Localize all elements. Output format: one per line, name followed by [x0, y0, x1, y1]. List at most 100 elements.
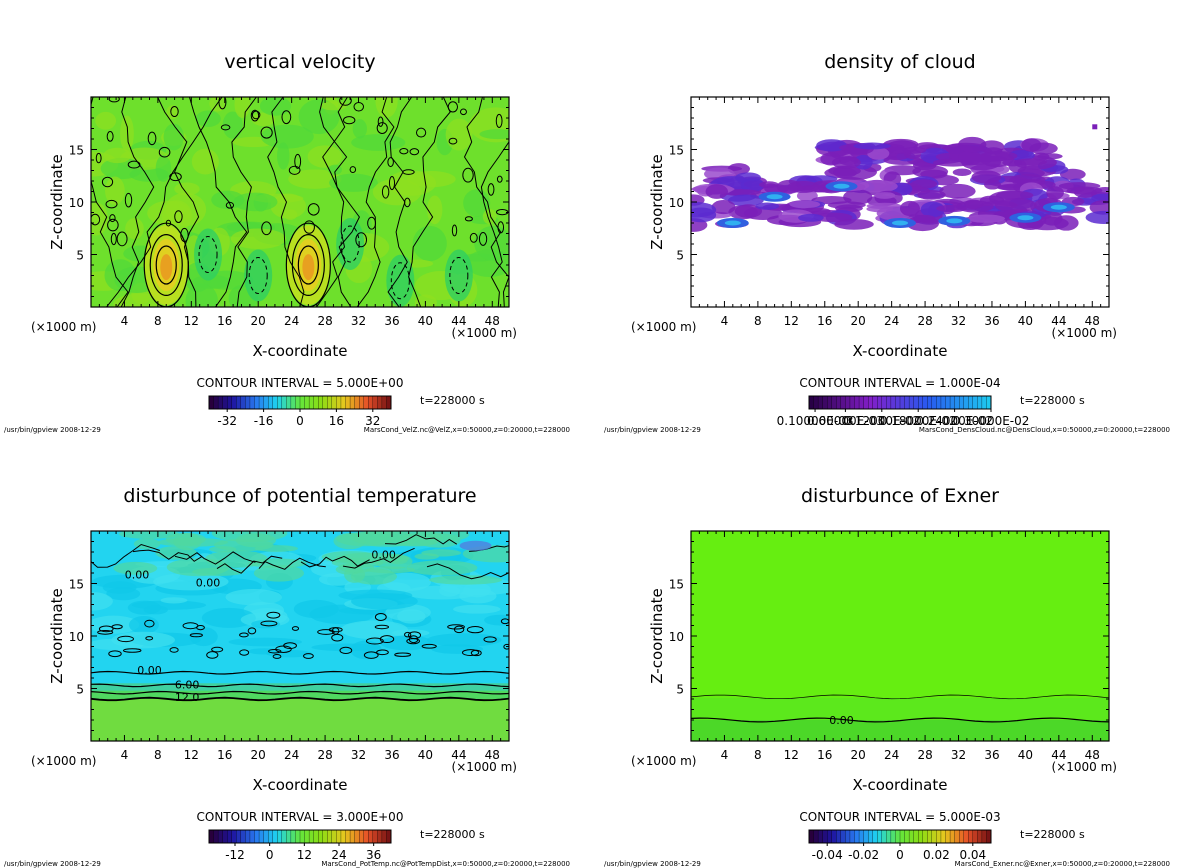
colorbar-cell	[254, 829, 260, 844]
colorbar-cell	[904, 829, 910, 844]
cloud-patch	[902, 146, 927, 154]
colorbar-cell	[272, 395, 278, 410]
contour-line	[319, 97, 360, 307]
cloud-patch	[952, 168, 972, 177]
contour-line	[110, 232, 117, 246]
colorbar-cell	[863, 395, 869, 410]
x-tick-label: 12	[184, 314, 199, 328]
field-patch	[350, 568, 397, 585]
y-tick-label: 10	[669, 630, 684, 644]
contour-line	[388, 175, 396, 191]
field-patch	[173, 533, 202, 551]
colorbar-cell	[377, 829, 383, 844]
contour-line	[105, 199, 118, 209]
field-patch	[445, 118, 473, 151]
cloud-patch	[853, 154, 873, 170]
colorbar-cell	[327, 395, 333, 410]
colorbar-cell	[254, 395, 260, 410]
contour-line	[281, 110, 292, 125]
colorbar-frame	[808, 395, 992, 410]
x-axis-label: X-coordinate	[253, 342, 348, 360]
y-tick-label: 15	[669, 144, 684, 158]
contour-line	[111, 624, 123, 630]
field-patch	[166, 105, 179, 120]
contour-line	[283, 642, 297, 650]
contour-line	[339, 97, 352, 106]
contour-label: 6.00	[175, 679, 200, 692]
x-tick-label: 12	[784, 314, 799, 328]
x-tick-label: 12	[184, 748, 199, 762]
colorbar-cell	[281, 829, 287, 844]
colorbar-cell	[358, 829, 365, 844]
colorbar-cell	[858, 829, 865, 844]
field-patch	[351, 592, 418, 610]
colorbar-cell	[340, 829, 346, 844]
contour-line	[496, 175, 503, 183]
contour-line	[339, 646, 353, 654]
x-tick-label: 20	[251, 748, 266, 762]
field-patch	[293, 599, 339, 619]
colorbar-cell	[377, 395, 383, 410]
field-patch	[350, 531, 402, 545]
cloud-patch	[1029, 142, 1058, 155]
contour-line	[328, 627, 343, 633]
x-axis-label: X-coordinate	[253, 776, 348, 794]
colorbar-cell	[208, 829, 214, 844]
colorbar-cell	[886, 829, 892, 844]
colorbar-cell	[918, 395, 924, 410]
contour-line	[409, 148, 420, 156]
contour-line	[247, 627, 257, 635]
colorbar-cell	[331, 395, 337, 410]
contour-line	[394, 652, 412, 657]
colorbar-cell	[931, 395, 937, 410]
colorbar-cell	[858, 395, 865, 410]
x-tick-label: 32	[951, 748, 966, 762]
x-axis-label: X-coordinate	[853, 342, 948, 360]
contour-label: 12.0	[175, 691, 200, 704]
contour-line	[303, 653, 314, 659]
colorbar-cell	[249, 829, 255, 844]
x-tick-label: 40	[1018, 748, 1033, 762]
field-band	[691, 720, 1109, 741]
colorbar-cell	[981, 829, 987, 844]
contour-line	[170, 105, 179, 118]
x-tick-label: 48	[1085, 314, 1100, 328]
field-patch	[209, 97, 226, 112]
contour-line	[356, 97, 395, 307]
colorbar-cell	[949, 829, 956, 844]
colorbar-cell	[272, 829, 278, 844]
contour-line	[497, 221, 505, 234]
x-tick-label: 48	[1085, 748, 1100, 762]
colorbar-tick-label: -0.04	[812, 848, 843, 862]
x-tick-label: 40	[1018, 314, 1033, 328]
colorbar-cell	[217, 829, 224, 844]
contour-label: 0.00	[137, 664, 162, 677]
contour-line	[124, 192, 133, 208]
contour-line	[478, 232, 488, 246]
colorbar-cell	[349, 395, 356, 410]
x-tick-label: 28	[917, 748, 932, 762]
contour-line	[691, 717, 1109, 723]
cloud-core	[766, 194, 783, 200]
cloud-patch	[920, 201, 945, 218]
colorbar-cell	[299, 395, 305, 410]
colorbar-cell	[277, 395, 283, 410]
contour-line	[408, 97, 451, 307]
field-patch	[195, 110, 221, 127]
field-patch	[118, 531, 179, 539]
x-tick-label: 16	[217, 748, 232, 762]
colorbar-cell	[922, 395, 928, 410]
cloud-patch	[980, 151, 1014, 168]
colorbar-cell	[222, 829, 228, 844]
contour-line	[169, 647, 179, 653]
field-patch	[120, 115, 134, 152]
contour-line	[158, 146, 171, 158]
contour-line	[239, 649, 250, 656]
footer-left: /usr/bin/gpview 2008-12-29	[4, 426, 101, 434]
field-patch	[352, 119, 367, 139]
colorbar-cell	[277, 829, 283, 844]
colorbar-cell	[863, 829, 869, 844]
field-patch	[163, 123, 184, 151]
cloud-patch	[798, 213, 824, 222]
